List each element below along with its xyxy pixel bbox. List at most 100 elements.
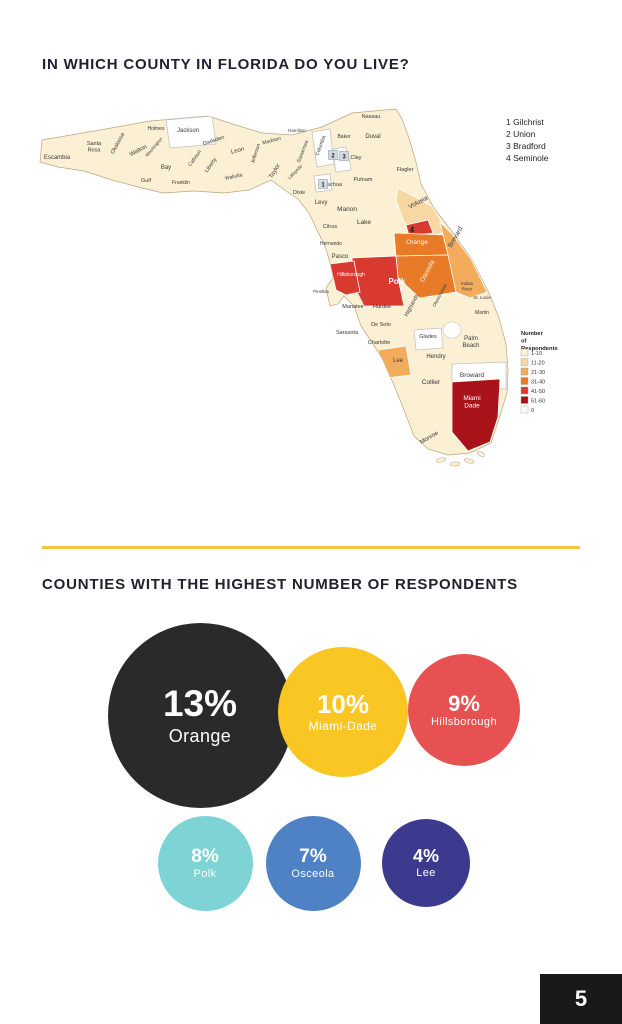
county-label: Santa Rosa: [87, 141, 102, 154]
page-number-box: 5: [540, 974, 622, 1024]
bubble-osceola: 7% Osceola: [265, 815, 361, 911]
bubble-county-label: Lee: [416, 867, 436, 880]
bubble-county-label: Hillsborough: [431, 716, 497, 729]
bubble-percentage: 10%: [316, 689, 370, 720]
bubble-percentage: 4%: [412, 846, 439, 867]
county-marker-number: 2: [331, 153, 335, 159]
county-shape-miami-dade: [451, 378, 501, 452]
county-label: Pinellas: [313, 289, 330, 294]
county-label: Lake: [357, 219, 371, 226]
county-label: Escambia: [44, 155, 71, 161]
county-label: Clay: [350, 155, 361, 161]
county-label: Dixie: [293, 190, 305, 196]
county-label: Martin: [475, 310, 489, 316]
bubble-county-label: Osceola: [291, 867, 335, 880]
legend-label: 31-40: [531, 379, 545, 385]
legend-label: 0: [531, 408, 534, 414]
county-label: Pasco: [332, 254, 349, 260]
county-label: Wakulla: [225, 172, 244, 182]
county-label: Franklin: [172, 180, 190, 186]
legend-label: 51-60: [531, 398, 545, 404]
bubble-percentage: 13%: [162, 683, 238, 725]
bubble-miami-dade: 10% Miami-Dade: [278, 647, 408, 777]
map-callout-item: 4 Seminole: [506, 153, 549, 163]
county-marker-box: [318, 179, 328, 189]
county-shape-glades: [413, 327, 444, 351]
bubble-percentage: 9%: [448, 691, 480, 717]
bubble-orange: 13% Orange: [107, 622, 293, 808]
county-label: Polk: [389, 277, 406, 286]
county-label: Hernando: [320, 241, 342, 247]
legend-swatch: [520, 358, 529, 366]
legend-swatch: [520, 405, 529, 414]
florida-keys-island: [463, 458, 475, 464]
county-label: Charlotte: [368, 340, 390, 346]
county-label: Gulf: [141, 178, 152, 184]
county-label: De Soto: [371, 322, 391, 328]
legend-title: Respondents: [521, 346, 558, 352]
legend-swatch: [520, 348, 529, 357]
page-title: IN WHICH COUNTY IN FLORIDA DO YOU LIVE?: [42, 56, 410, 73]
county-label: Jackson: [177, 128, 199, 134]
legend-swatch: [520, 377, 529, 385]
bubble-percentage: 7%: [299, 845, 327, 867]
county-label: Lee: [393, 358, 404, 364]
county-label: Levy: [315, 200, 328, 206]
county-label: Glades: [419, 334, 437, 340]
county-label: Indian River: [461, 281, 474, 292]
bubble-county-label: Orange: [168, 725, 232, 746]
county-label: Miami Dade: [463, 395, 480, 410]
lake-okeechobee: [442, 321, 462, 339]
florida-keys-island: [477, 451, 485, 457]
map-callout-item: 2 Union: [506, 129, 536, 139]
bubble-county-label: Miami-Dade: [308, 719, 378, 734]
county-label: Baker: [337, 134, 350, 140]
county-label: Putnam: [354, 177, 373, 183]
bubble-percentage: 8%: [191, 845, 219, 867]
county-label: Alachua: [322, 182, 343, 188]
county-label: Marion: [337, 206, 357, 213]
legend-label: 21-30: [531, 370, 545, 376]
florida-keys-island: [449, 461, 461, 467]
county-marker-number: 3: [342, 154, 346, 160]
county-marker-number: 4: [410, 225, 415, 234]
county-shape-hillsborough: [329, 260, 361, 296]
county-label: Palm Beach: [462, 336, 479, 349]
county-label: Hamilton: [288, 128, 306, 133]
county-label: Collier: [422, 379, 441, 386]
map-callout-item: 1 Gilchrist: [506, 117, 544, 127]
legend-title: of: [521, 339, 527, 345]
county-marker-box: [339, 151, 349, 161]
bubble-lee: 4% Lee: [382, 819, 470, 907]
county-shape-brevard: [439, 220, 488, 299]
legend-title: Number: [521, 331, 544, 337]
legend-label: 41-50: [531, 389, 545, 395]
bubble-polk: 8% Polk: [157, 815, 253, 911]
legend-swatch: [520, 396, 529, 404]
legend-label: 11-20: [531, 360, 545, 366]
county-label: Hillsborough: [337, 272, 365, 278]
county-label: Flagler: [397, 167, 414, 173]
county-label: Citrus: [323, 224, 338, 230]
county-marker-box: [328, 150, 338, 160]
county-label: Manatee: [342, 304, 363, 310]
county-label: Duval: [365, 134, 380, 140]
florida-keys-island: [435, 457, 447, 463]
section-title: COUNTIES WITH THE HIGHEST NUMBER OF RESP…: [42, 576, 518, 593]
county-label: Broward: [460, 372, 485, 379]
legend-label: 1-10: [531, 351, 542, 357]
county-label: St. Lucie: [473, 295, 491, 300]
county-label: Hendry: [426, 354, 445, 360]
county-shape-jackson: [165, 115, 217, 149]
section-divider: [42, 546, 580, 549]
page-number: 5: [574, 986, 588, 1011]
county-label: Madison: [262, 136, 282, 147]
bubble-hillsborough: 9% Hillsborough: [408, 654, 520, 766]
legend-swatch: [520, 386, 529, 395]
legend-swatch: [520, 367, 529, 376]
county-label: Holmes: [148, 126, 165, 132]
county-label: Orange: [406, 239, 428, 246]
bubble-county-label: Polk: [193, 867, 217, 880]
county-label: Hardee: [373, 304, 391, 310]
